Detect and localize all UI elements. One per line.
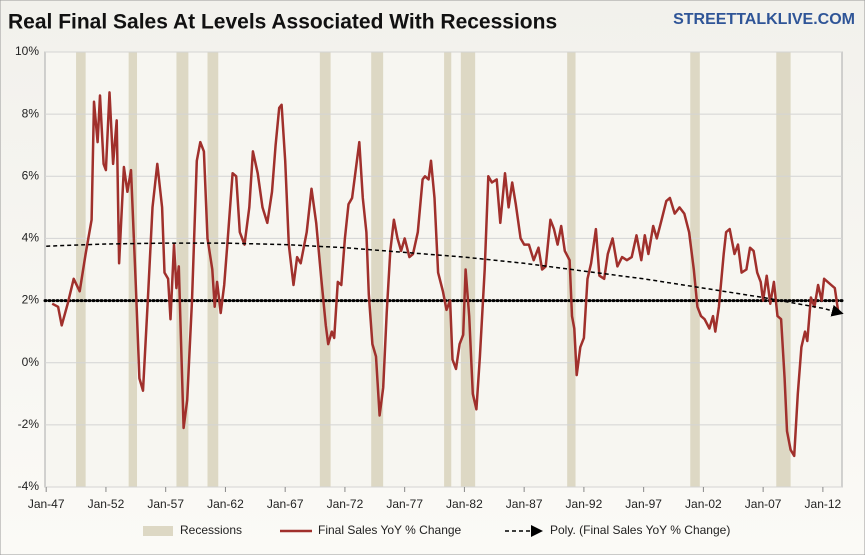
- y-tick-label: 8%: [22, 106, 40, 120]
- x-tick-label: Jan-67: [267, 497, 304, 511]
- recession-band: [371, 52, 384, 487]
- legend-label: Poly. (Final Sales YoY % Change): [550, 523, 730, 537]
- trend-line: [46, 242, 844, 317]
- x-tick-label: Jan-07: [745, 497, 782, 511]
- x-tick-label: Jan-92: [566, 497, 603, 511]
- x-tick-label: Jan-82: [446, 497, 483, 511]
- x-tick-label: Jan-02: [685, 497, 722, 511]
- recession-band: [176, 52, 189, 487]
- x-tick-label: Jan-72: [327, 497, 364, 511]
- legend-label: Final Sales YoY % Change: [318, 523, 462, 537]
- data-line: [51, 91, 840, 458]
- legend: Recessions Final Sales YoY % Change Poly. …: [143, 523, 730, 537]
- y-tick-label: 6%: [22, 168, 40, 182]
- y-tick-label: 10%: [15, 44, 39, 58]
- recession-band: [319, 52, 331, 487]
- brand: STREETTALKLIVE.COM: [673, 11, 855, 28]
- recession-band: [460, 52, 476, 487]
- x-tick-label: Jan-47: [28, 497, 65, 511]
- legend-label: Recessions: [180, 523, 242, 537]
- x-tick-label: Jan-77: [386, 497, 423, 511]
- y-tick-label: -4%: [18, 479, 40, 493]
- x-tick-label: Jan-87: [506, 497, 543, 511]
- recession-band: [128, 52, 138, 487]
- recession-band: [776, 52, 791, 487]
- recession-band: [76, 52, 86, 487]
- x-tick-label: Jan-97: [625, 497, 662, 511]
- x-tick-label: Jan-62: [207, 497, 244, 511]
- x-tick-label: Jan-12: [805, 497, 842, 511]
- legend-swatch: [143, 526, 173, 536]
- x-tick-label: Jan-57: [147, 497, 184, 511]
- y-tick-label: 2%: [22, 293, 40, 307]
- y-tick-label: -2%: [18, 417, 40, 431]
- y-tick-label: 4%: [22, 231, 40, 245]
- recession-band: [444, 52, 452, 487]
- chart-title: Real Final Sales At Levels Associated Wi…: [8, 11, 557, 34]
- x-tick-label: Jan-52: [88, 497, 125, 511]
- plot-area: -4% -2% 0% 2% 4% 6% 8% 10% Jan-47 Jan-52 Jan-57 Jan…: [15, 44, 844, 511]
- y-tick-label: 0%: [22, 355, 40, 369]
